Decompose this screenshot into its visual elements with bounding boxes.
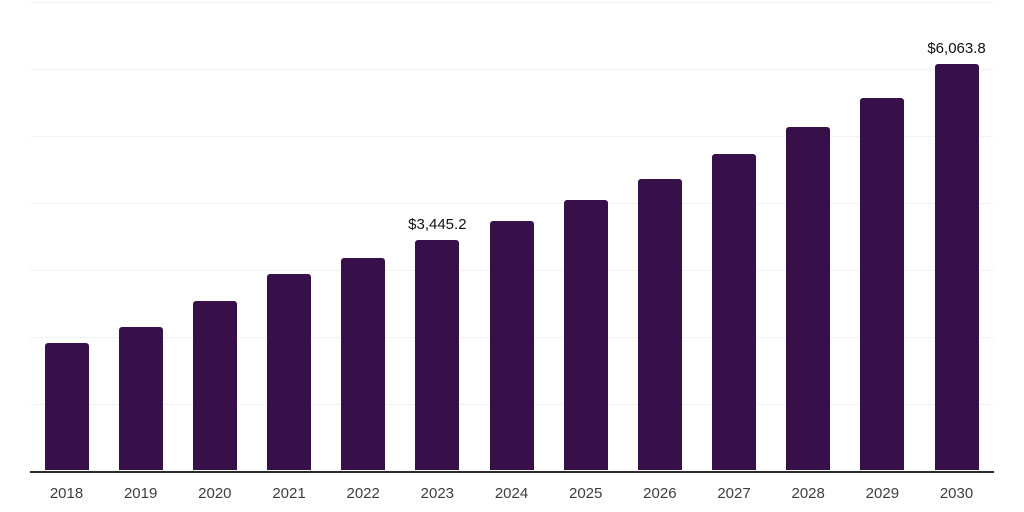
bar-2022 xyxy=(341,258,386,471)
x-tick-label-2030: 2030 xyxy=(939,485,974,502)
bar-2030 xyxy=(934,64,979,471)
bar-2027 xyxy=(712,154,757,471)
bar-2021 xyxy=(267,274,311,471)
bar-2024 xyxy=(489,220,534,471)
x-tick-label-2026: 2026 xyxy=(643,485,677,502)
x-tick-label-2023: 2023 xyxy=(420,485,455,502)
bar-2026 xyxy=(637,179,682,471)
gridline xyxy=(30,135,994,137)
gridline xyxy=(30,202,994,204)
x-axis-line xyxy=(30,470,994,473)
x-tick-label-2018: 2018 xyxy=(49,485,84,502)
x-tick-label-2024: 2024 xyxy=(494,485,529,502)
bar-2029 xyxy=(860,97,905,471)
x-tick-label-2027: 2027 xyxy=(717,485,751,502)
bar-2018 xyxy=(44,343,89,471)
bar-2025 xyxy=(563,199,608,471)
bar-2020 xyxy=(192,300,237,471)
x-tick-label-2029: 2029 xyxy=(865,485,900,502)
bar-2019 xyxy=(118,327,163,471)
x-tick-label-2019: 2019 xyxy=(123,485,158,502)
gridline xyxy=(30,68,994,70)
x-tick-label-2028: 2028 xyxy=(791,485,825,502)
gridline xyxy=(30,1,994,3)
x-tick-label-2021: 2021 xyxy=(272,485,306,502)
bar-value-label-2030: $6,063.8 xyxy=(927,40,986,58)
bar-2028 xyxy=(786,127,831,471)
bar-2023 xyxy=(415,239,460,471)
bar-value-label-2023: $3,445.2 xyxy=(408,215,467,233)
x-tick-label-2025: 2025 xyxy=(569,485,603,502)
x-tick-label-2022: 2022 xyxy=(346,485,380,502)
x-tick-label-2020: 2020 xyxy=(198,485,232,502)
